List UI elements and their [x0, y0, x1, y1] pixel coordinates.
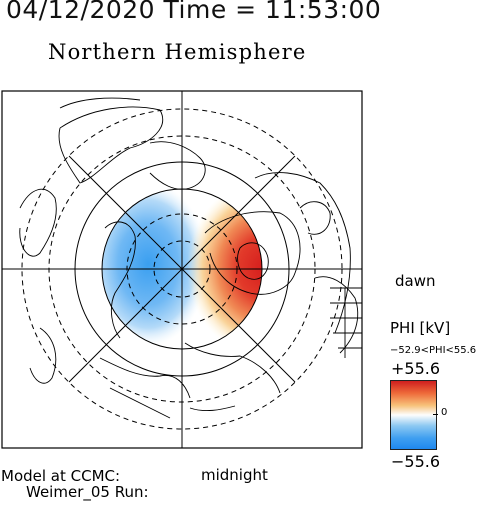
hemisphere-title: Northern Hemisphere: [48, 40, 307, 64]
run-label: Weimer_05 Run:: [26, 483, 149, 501]
meridian-lines: [2, 91, 362, 448]
coastlines: [19, 97, 362, 419]
negative-cell: [102, 189, 208, 346]
model-label: Model at CCMC:: [1, 467, 121, 485]
colorbar-zero-tick: [433, 414, 438, 415]
date-time-header: 04/12/2020 Time = 11:53:00: [6, 0, 382, 24]
colorbar-zero-label: 0: [441, 407, 448, 418]
positive-cell: [187, 189, 262, 349]
colorbar-max-label: +55.6: [391, 359, 441, 378]
colorbar-range: −52.9<PHI<55.6: [390, 345, 477, 356]
colorbar-title: PHI [kV]: [390, 319, 451, 337]
colorbar: [390, 380, 437, 450]
dawn-label: dawn: [395, 272, 436, 290]
polar-map: [1, 90, 363, 449]
midnight-label: midnight: [201, 466, 268, 484]
potential-field: [102, 189, 262, 349]
colorbar-min-label: −55.6: [391, 452, 441, 471]
